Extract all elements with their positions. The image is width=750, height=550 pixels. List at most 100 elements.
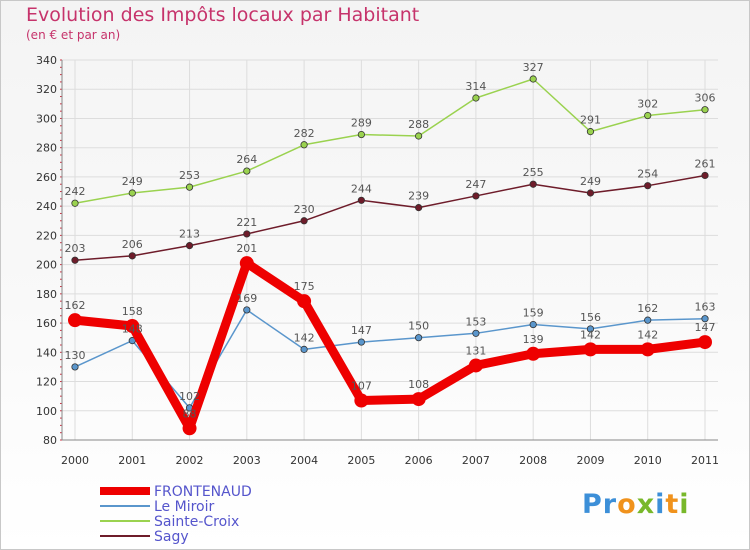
data-label-le-miroir-2011: 163: [695, 301, 716, 314]
data-labels: 203 206 213 221 230 244 239 247 255 249 254 261 242 2…: [65, 61, 716, 420]
y-tick-label-160: 160: [36, 317, 57, 330]
x-tick-label-2002: 2002: [176, 454, 204, 467]
data-label-sagy-2005: 244: [351, 182, 372, 195]
data-label-frontenaud-2005: 107: [351, 380, 372, 393]
point-le-miroir-2007: [472, 329, 480, 337]
data-label-sagy-2003: 221: [236, 216, 257, 229]
point-frontenaud-2011: [698, 335, 712, 350]
logo-letter: o: [617, 489, 637, 520]
data-label-le-miroir-2010: 162: [637, 302, 658, 315]
point-sainte-croix-2006: [415, 132, 423, 140]
point-frontenaud-2002: [182, 421, 197, 436]
point-sainte-croix-2005: [357, 130, 365, 139]
point-sainte-croix-2008: [529, 75, 537, 83]
data-label-le-miroir-2009: 156: [580, 311, 601, 324]
point-sainte-croix-2011: [701, 106, 709, 114]
logo-letter: i: [655, 489, 666, 520]
point-frontenaud-2008: [526, 346, 541, 361]
series-line-sagy: [74, 174, 706, 261]
point-le-miroir-2003: [243, 306, 251, 314]
series-line-sainte-croix: [74, 78, 706, 204]
point-sagy-2001: [128, 252, 136, 260]
data-label-sainte-croix-2002: 253: [179, 169, 200, 182]
x-tick-label-2006: 2006: [405, 454, 433, 467]
data-label-sainte-croix-2011: 306: [695, 92, 716, 105]
data-label-sainte-croix-2005: 289: [351, 117, 372, 130]
data-label-sainte-croix-2008: 327: [523, 61, 544, 74]
legend-label-sagy: Sagy: [154, 529, 189, 545]
axes: 80 100 120 140 160 180 200 220 240 260 280 300 320 34…: [36, 54, 719, 467]
logo-letter: x: [636, 489, 656, 520]
point-sagy-2006: [415, 204, 423, 212]
data-label-le-miroir-2002: 102: [179, 390, 200, 403]
data-label-sagy-2009: 249: [580, 175, 601, 188]
legend-label-frontenaud: FRONTENAUD: [154, 484, 252, 500]
y-tick-label-320: 320: [36, 83, 57, 96]
data-label-frontenaud-2003: 201: [236, 242, 257, 255]
point-sainte-croix-2007: [472, 94, 480, 102]
data-label-sagy-2002: 213: [179, 228, 200, 241]
data-label-sainte-croix-2010: 302: [637, 98, 658, 111]
logo-letter: r: [602, 489, 618, 520]
data-label-sainte-croix-2003: 264: [236, 153, 257, 166]
point-le-miroir-2009: [586, 325, 595, 333]
point-sainte-croix-2000: [71, 199, 79, 207]
point-sagy-2010: [644, 182, 652, 190]
y-tick-label-200: 200: [36, 259, 57, 272]
x-tick-label-2009: 2009: [576, 454, 604, 467]
point-frontenaud-2005: [354, 393, 369, 408]
y-tick-label-260: 260: [36, 171, 57, 184]
data-label-frontenaud-2001: 158: [122, 305, 143, 318]
data-label-frontenaud-2000: 162: [65, 299, 86, 312]
point-le-miroir-2006: [415, 334, 423, 342]
data-label-le-miroir-2003: 169: [236, 292, 257, 305]
x-tick-label-2003: 2003: [233, 454, 261, 467]
y-tick-label-300: 300: [36, 112, 57, 125]
data-label-sainte-croix-2009: 291: [580, 114, 601, 127]
point-frontenaud-2006: [411, 392, 426, 407]
data-label-le-miroir-2004: 142: [294, 331, 315, 344]
x-tick-label-2011: 2011: [691, 454, 719, 467]
x-tick-label-2008: 2008: [519, 454, 547, 467]
data-label-frontenaud-2007: 131: [465, 344, 486, 357]
data-label-sainte-croix-2004: 282: [294, 127, 315, 140]
point-sagy-2007: [472, 192, 480, 200]
logo-letter: P: [582, 489, 603, 520]
point-le-miroir-2011: [701, 315, 709, 323]
chart-title: Evolution des Impôts locaux par Habitant: [26, 4, 420, 26]
point-sagy-2011: [701, 171, 709, 180]
data-label-sainte-croix-2001: 249: [122, 175, 143, 188]
point-frontenaud-2004: [297, 294, 312, 309]
point-frontenaud-2003: [239, 256, 254, 271]
point-sagy-2009: [586, 189, 595, 197]
data-label-sagy-2011: 261: [695, 157, 716, 170]
point-sainte-croix-2009: [586, 128, 595, 136]
point-sagy-2005: [357, 196, 365, 204]
data-label-sagy-2007: 247: [465, 178, 486, 191]
data-label-sagy-2008: 255: [523, 166, 544, 179]
data-label-frontenaud-2004: 175: [294, 280, 315, 293]
point-frontenaud-2007: [468, 358, 483, 373]
y-tick-label-180: 180: [36, 288, 57, 301]
data-label-sainte-croix-2006: 288: [408, 118, 429, 131]
y-tick-label-280: 280: [36, 142, 57, 155]
point-sainte-croix-2004: [300, 141, 308, 149]
point-sagy-2008: [529, 180, 537, 188]
series-layer: [68, 75, 712, 436]
x-tick-label-2004: 2004: [290, 454, 318, 467]
point-le-miroir-2005: [357, 338, 365, 346]
point-le-miroir-2000: [71, 363, 79, 371]
data-label-le-miroir-2005: 147: [351, 324, 372, 337]
data-label-sagy-2000: 203: [65, 242, 86, 255]
chart-subtitle: (en € et par an): [26, 28, 121, 42]
point-frontenaud-2000: [68, 313, 82, 328]
point-sagy-2003: [243, 230, 251, 238]
data-label-le-miroir-2000: 130: [65, 349, 86, 362]
data-label-frontenaud-2006: 108: [408, 378, 429, 391]
x-tick-label-2005: 2005: [347, 454, 375, 467]
point-sainte-croix-2003: [243, 167, 251, 175]
point-frontenaud-2009: [583, 342, 598, 357]
x-tick-label-2010: 2010: [634, 454, 662, 467]
